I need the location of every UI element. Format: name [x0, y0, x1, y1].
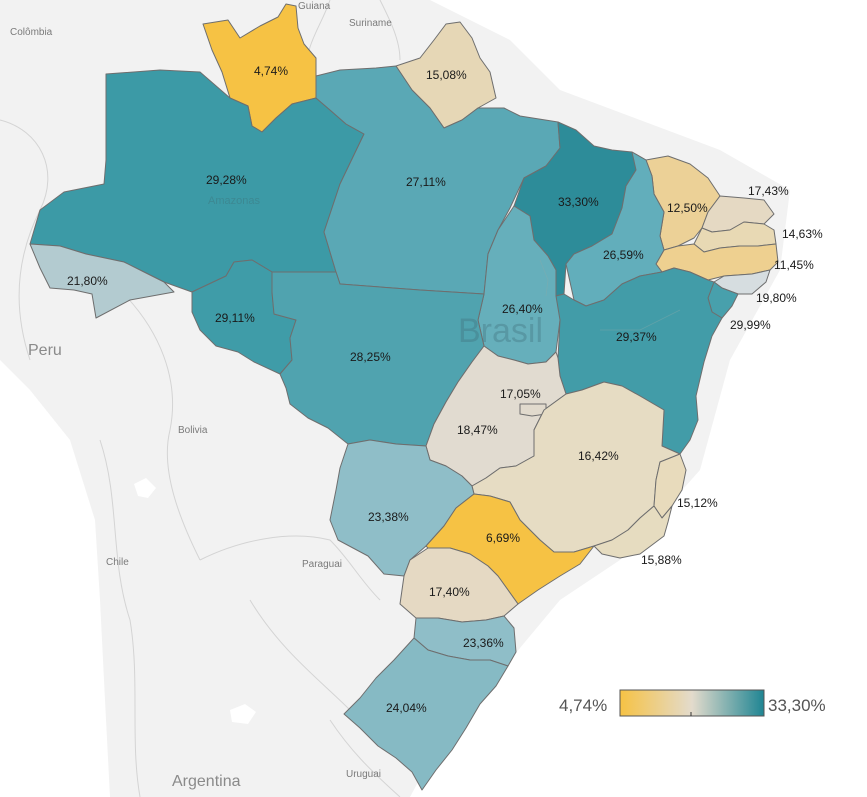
value-ceara: 12,50%: [667, 201, 708, 215]
state-acre[interactable]: [29, 243, 175, 319]
country-label-chile: Chile: [106, 557, 129, 568]
country-label-peru: Peru: [28, 342, 62, 359]
value-rondonia: 29,11%: [215, 311, 255, 325]
value-distrito-federal: 17,05%: [500, 387, 541, 401]
value-amazonas: 29,28%: [206, 173, 247, 187]
value-goias: 18,47%: [457, 423, 498, 437]
border-suriname: [379, 0, 401, 61]
legend-gradient-bar: [619, 689, 765, 717]
value-mato-grosso-do-sul: 23,38%: [368, 510, 409, 524]
river-line: [539, 259, 549, 297]
value-santa-catarina: 23,36%: [463, 636, 504, 650]
country-label-paraguai: Paraguai: [302, 559, 342, 570]
value-parana: 17,40%: [429, 585, 470, 599]
country-labels: Guiana Suriname Colômbia Peru Bolivia Ch…: [10, 1, 392, 790]
country-label-colombia: Colômbia: [10, 27, 53, 38]
value-rio-de-janeiro: 15,88%: [641, 553, 682, 567]
state-internal-lines: [539, 259, 681, 331]
country-label-uruguai: Uruguai: [346, 769, 381, 780]
country-label-guiana: Guiana: [298, 1, 331, 12]
value-rio-grande-do-sul: 24,04%: [386, 701, 427, 715]
border-argentina-uruguai: [329, 719, 401, 797]
value-sao-paulo: 6,69%: [486, 531, 520, 545]
value-pernambuco: 11,45%: [774, 258, 814, 272]
legend-max-label: 33,30%: [768, 696, 826, 715]
states: [29, 3, 779, 791]
border-bolivia-paraguai: [199, 535, 381, 601]
border-peru-bolivia: [119, 289, 201, 561]
value-sergipe: 29,99%: [730, 318, 771, 332]
value-acre: 21,80%: [67, 274, 108, 288]
border-chile-argentina: [99, 439, 141, 797]
state-distrito-federal[interactable]: [519, 403, 547, 417]
value-minas-gerais: 16,42%: [578, 449, 619, 463]
lake: [230, 704, 256, 724]
atlantic-ocean: [410, 0, 867, 797]
value-rio-grande-do-norte: 17,43%: [748, 184, 789, 198]
value-amapa: 15,08%: [426, 68, 467, 82]
color-legend: 4,74% 33,30%: [559, 689, 826, 717]
value-maranhao: 33,30%: [558, 195, 599, 209]
lake: [134, 478, 156, 498]
country-label-suriname: Suriname: [349, 18, 392, 29]
value-espirito-santo: 15,12%: [677, 496, 718, 510]
border-paraguai-argentina: [249, 599, 351, 711]
value-paraiba: 14,63%: [782, 227, 823, 241]
state-rio-de-janeiro[interactable]: [593, 505, 673, 559]
state-rio-grande-do-sul[interactable]: [343, 637, 509, 791]
value-piaui: 26,59%: [603, 248, 644, 262]
river-line: [600, 309, 681, 331]
legend-min-label: 4,74%: [559, 696, 607, 715]
value-mato-grosso: 28,25%: [350, 350, 391, 364]
region-label-amazonas: Amazonas: [208, 195, 260, 207]
country-label-argentina: Argentina: [172, 773, 241, 790]
state-value-labels: 4,74% 15,08% 29,28% 27,11% 33,30% 12,50%…: [67, 64, 823, 715]
state-sao-paulo[interactable]: [425, 493, 595, 605]
pacific-ocean: [0, 360, 110, 797]
value-roraima: 4,74%: [254, 64, 288, 78]
value-tocantins: 26,40%: [502, 302, 543, 316]
value-bahia: 29,37%: [616, 330, 657, 344]
country-label-bolivia: Bolivia: [178, 425, 208, 436]
country-label-brasil: Brasil: [458, 312, 543, 350]
value-para: 27,11%: [406, 175, 446, 189]
value-alagoas: 19,80%: [756, 291, 797, 305]
